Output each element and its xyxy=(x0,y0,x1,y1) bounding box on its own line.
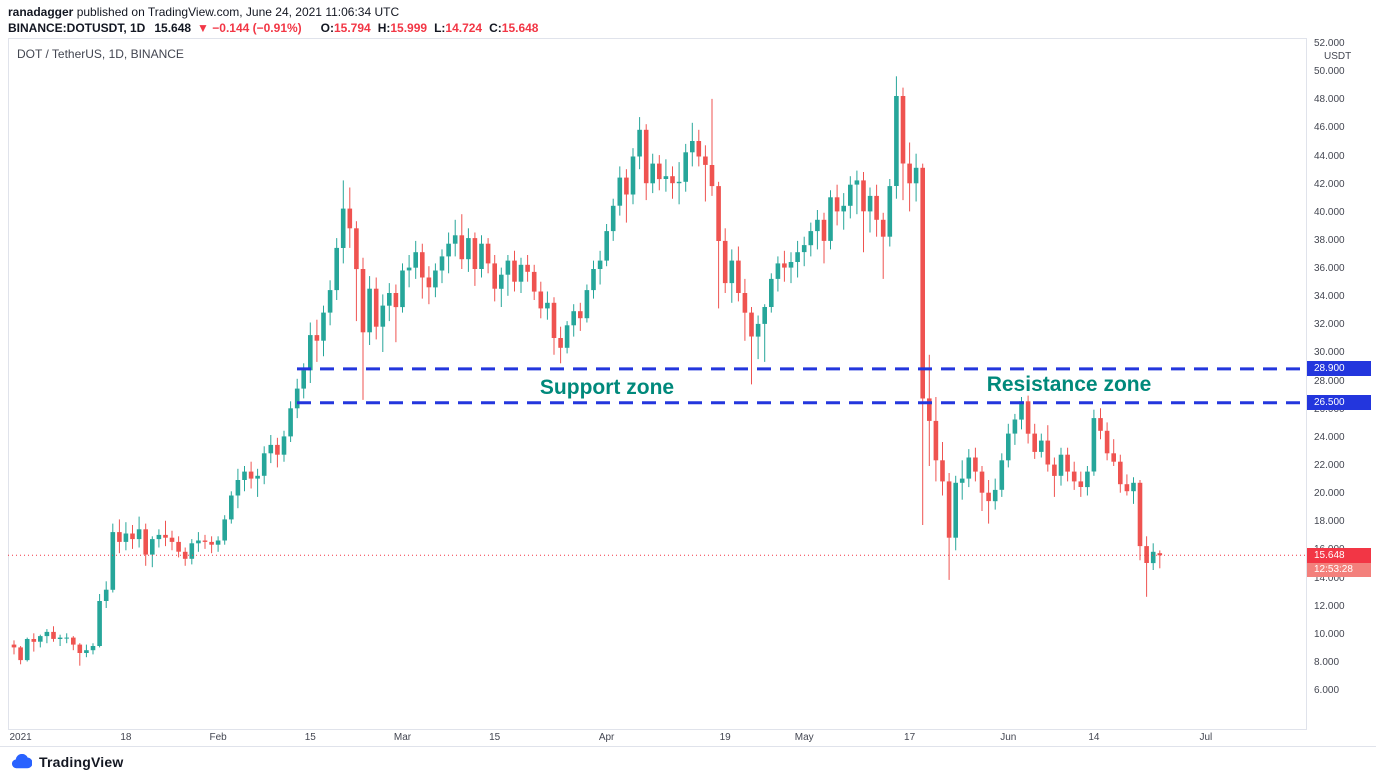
time-tick-label: May xyxy=(794,732,814,743)
price-tick-label: 38.000 xyxy=(1314,234,1345,246)
chart-legend: DOT / TetherUS, 1D, BINANCE xyxy=(17,47,184,61)
ohlc-letter: C: xyxy=(489,21,502,35)
price-tick-label: 6.000 xyxy=(1314,685,1340,696)
time-tick-label: Jul xyxy=(1199,732,1213,743)
time-axis[interactable]: 2021 18 Feb 15 Mar 15 Apr 19 May 17 Jun 14 Jul xyxy=(8,730,1307,746)
price-tick-label: 20.000 xyxy=(1314,488,1345,500)
tradingview-logo-icon[interactable] xyxy=(10,754,32,769)
time-tick-label: Jun xyxy=(1000,732,1017,743)
publish-info: published on TradingView.com, June 24, 2… xyxy=(73,5,400,19)
price-tick-label: 8.000 xyxy=(1314,656,1340,668)
price-axis-unit: USDT xyxy=(1324,51,1352,62)
time-tick-label: Feb xyxy=(209,732,227,743)
time-tick-label: 19 xyxy=(719,732,731,743)
resistance-zone-label: Resistance zone xyxy=(986,373,1152,396)
price-change: ▼ −0.144 (−0.91%) xyxy=(197,21,302,35)
time-tick-label: 15 xyxy=(304,732,316,743)
ohlc-value: 15.648 xyxy=(501,21,539,35)
ohlc-letter: H: xyxy=(377,21,391,35)
price-tick-label: 50.000 xyxy=(1314,66,1345,78)
level-price-label: 26.500 xyxy=(1307,395,1371,411)
time-tick-label: 2021 xyxy=(9,732,32,743)
tradingview-brand[interactable]: TradingView xyxy=(39,753,124,770)
footer: TradingView xyxy=(0,746,1376,776)
time-tick-label: 15 xyxy=(489,732,501,743)
price-axis[interactable]: USDT 52.000 50.000 48.000 46.000 44.000 42.00… xyxy=(1307,38,1376,730)
price-tick-label: 36.000 xyxy=(1314,263,1345,274)
price-tick-label: 40.000 xyxy=(1314,206,1345,218)
symbol-name: BINANCE:DOTUSDT, 1D xyxy=(8,21,146,35)
price-tick-label: 46.000 xyxy=(1314,122,1345,134)
price-tick-label: 18.000 xyxy=(1314,516,1345,528)
price-tick-label: 30.000 xyxy=(1314,347,1345,359)
time-tick-label: 14 xyxy=(1088,732,1100,743)
ohlc-letter: O: xyxy=(320,21,334,35)
ohlc-value: 14.724 xyxy=(445,21,483,35)
ohlc-values: O:15.794 H:15.999 L:14.724 C:15.648 xyxy=(314,21,539,35)
price-tick-label: 48.000 xyxy=(1314,94,1345,106)
price-tick-label: 32.000 xyxy=(1314,319,1345,331)
price-tick-label: 44.000 xyxy=(1314,150,1345,162)
price-tick-label: 24.000 xyxy=(1314,431,1345,443)
price-tick-label: 10.000 xyxy=(1314,628,1345,640)
time-tick-label: 18 xyxy=(120,732,132,743)
price-tick-label: 12.000 xyxy=(1314,600,1345,612)
chart-plot-area[interactable] xyxy=(8,38,1307,730)
time-tick-label: 17 xyxy=(904,732,916,743)
bar-countdown-label: 12:53:28 xyxy=(1307,562,1371,577)
time-tick-label: Apr xyxy=(598,732,615,743)
ohlc-value: 15.999 xyxy=(390,21,428,35)
author-name: ranadagger xyxy=(8,5,74,19)
price-tick-label: 28.000 xyxy=(1314,375,1345,387)
level-price-label: 28.900 xyxy=(1307,361,1371,377)
price-tick-label: 34.000 xyxy=(1314,291,1345,303)
price-tick-label: 14.000 xyxy=(1314,572,1345,584)
ohlc-letter: L: xyxy=(434,21,446,35)
time-tick-label: Mar xyxy=(393,732,412,743)
price-tick-label: 42.000 xyxy=(1314,178,1345,190)
header-last-price: 15.648 xyxy=(154,21,192,35)
support-zone-label: Support zone xyxy=(539,376,675,399)
price-tick-label: 22.000 xyxy=(1314,460,1345,471)
symbol-quote-line: BINANCE:DOTUSDT, 1D 15.648 ▼ −0.144 (−0.91… xyxy=(8,21,538,35)
publish-byline: ranadagger published on TradingView.com,… xyxy=(8,5,399,19)
ohlc-value: 15.794 xyxy=(334,21,371,35)
price-tick-label: 52.000 xyxy=(1314,38,1345,49)
last-price-label: 15.648 xyxy=(1307,547,1371,563)
